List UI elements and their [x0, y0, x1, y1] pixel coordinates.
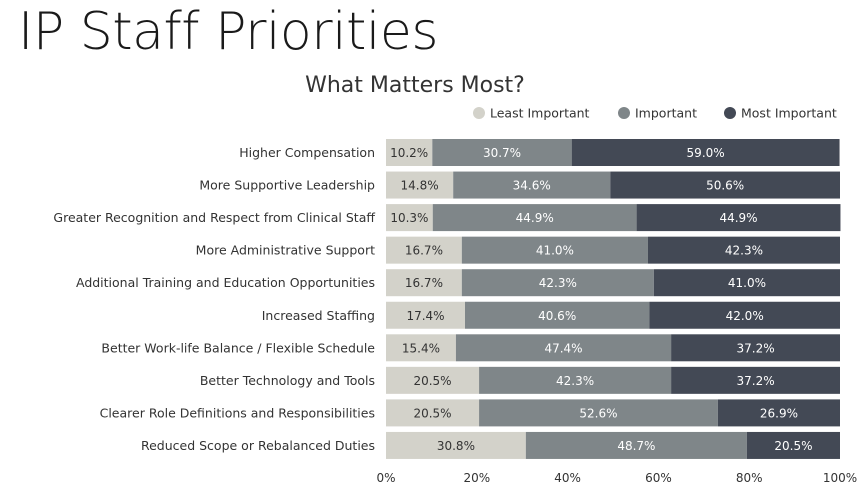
- bar-segment: [432, 139, 572, 166]
- data-label: 41.0%: [728, 276, 766, 290]
- category-labels: Higher Compensation More Supportive Leade…: [53, 145, 375, 453]
- x-tick-label: 80%: [736, 471, 763, 485]
- bar-segment: [461, 269, 654, 297]
- page-title: IP Staff Priorities: [18, 2, 438, 62]
- category-label: Better Technology and Tools: [200, 373, 375, 388]
- data-label: 44.9%: [516, 211, 554, 225]
- bar-segment: [479, 399, 718, 427]
- data-label: 15.4%: [402, 341, 440, 355]
- bar-segment: [746, 431, 840, 459]
- bar-segment: [432, 204, 637, 232]
- data-label: 59.0%: [687, 146, 725, 160]
- x-tick-label: 0%: [376, 471, 395, 485]
- data-label: 42.3%: [539, 276, 577, 290]
- x-tick-label: 20%: [463, 471, 490, 485]
- bar-segment: [647, 236, 840, 264]
- legend-label: Least Important: [490, 106, 590, 121]
- bar-segment: [386, 301, 465, 329]
- data-label: 52.6%: [579, 406, 617, 420]
- category-label: Greater Recognition and Respect from Cli…: [53, 210, 375, 225]
- x-tick-label: 100%: [823, 471, 857, 485]
- category-label: Clearer Role Definitions and Responsibil…: [100, 405, 375, 420]
- data-label: 30.8%: [437, 439, 475, 453]
- bar-segment: [653, 269, 840, 297]
- data-label: 20.5%: [413, 374, 451, 388]
- x-tick-label: 60%: [645, 471, 672, 485]
- bar-segment: [386, 366, 480, 394]
- category-label: Higher Compensation: [239, 145, 375, 160]
- bar-segment: [386, 399, 480, 427]
- data-label: 44.9%: [719, 211, 757, 225]
- data-label: 30.7%: [483, 146, 521, 160]
- bar-segment: [386, 171, 454, 199]
- data-label: 37.2%: [736, 374, 774, 388]
- data-label: 16.7%: [405, 276, 443, 290]
- data-label: 42.3%: [556, 374, 594, 388]
- bar-segment: [479, 366, 672, 394]
- category-label: More Supportive Leadership: [199, 178, 375, 193]
- x-tick-label: 40%: [554, 471, 581, 485]
- data-label: 41.0%: [536, 244, 574, 258]
- data-label: 10.3%: [390, 211, 428, 225]
- bar-segment: [610, 171, 840, 199]
- bar-segment: [671, 366, 840, 394]
- bar-segment: [386, 269, 462, 297]
- category-label: Increased Staffing: [262, 308, 375, 323]
- bar-segment: [571, 139, 840, 166]
- bar-segment: [453, 171, 611, 199]
- data-label: 20.5%: [774, 439, 812, 453]
- legend-swatch: [473, 107, 485, 119]
- data-label: 17.4%: [406, 309, 444, 323]
- bar-segment: [461, 236, 648, 264]
- legend-label: Important: [635, 106, 697, 121]
- data-label: 42.0%: [726, 309, 764, 323]
- bar-segment: [386, 334, 456, 362]
- legend-label: Most Important: [741, 106, 837, 121]
- data-label: 14.8%: [401, 179, 439, 193]
- bar-segment: [671, 334, 840, 362]
- category-label: Reduced Scope or Rebalanced Duties: [141, 438, 375, 453]
- data-label: 40.6%: [538, 309, 576, 323]
- bar-segment: [455, 334, 672, 362]
- bar-segment: [717, 399, 840, 427]
- x-axis-ticks: 0% 20% 40% 60% 80% 100%: [376, 471, 857, 485]
- data-label: 26.9%: [760, 406, 798, 420]
- data-label: 48.7%: [617, 439, 655, 453]
- data-label: 34.6%: [513, 179, 551, 193]
- bar-segment: [649, 301, 840, 329]
- category-label: Additional Training and Education Opport…: [76, 275, 375, 290]
- bar-segment: [636, 204, 841, 232]
- bar-segment: [386, 431, 526, 459]
- data-label: 16.7%: [405, 244, 443, 258]
- chart-title: What Matters Most?: [305, 73, 525, 98]
- bar-segment: [386, 236, 462, 264]
- data-label: 37.2%: [736, 341, 774, 355]
- legend: Least Important Important Most Important: [473, 106, 837, 121]
- data-label: 10.2%: [390, 146, 428, 160]
- category-label: More Administrative Support: [196, 243, 375, 258]
- category-label: Better Work-life Balance / Flexible Sche…: [101, 340, 375, 355]
- bar-segment: [386, 204, 433, 232]
- legend-swatch: [618, 107, 630, 119]
- data-label: 20.5%: [413, 406, 451, 420]
- bars: 10.2% 30.7% 59.0% 14.8% 34.6% 50.6% 10.3% 44.9%…: [386, 139, 841, 459]
- bar-segment: [465, 301, 650, 329]
- data-label: 47.4%: [544, 341, 582, 355]
- bar-segment: [525, 431, 747, 459]
- bar-segment: [386, 139, 433, 166]
- data-label: 42.3%: [725, 244, 763, 258]
- legend-swatch: [724, 107, 736, 119]
- data-label: 50.6%: [706, 179, 744, 193]
